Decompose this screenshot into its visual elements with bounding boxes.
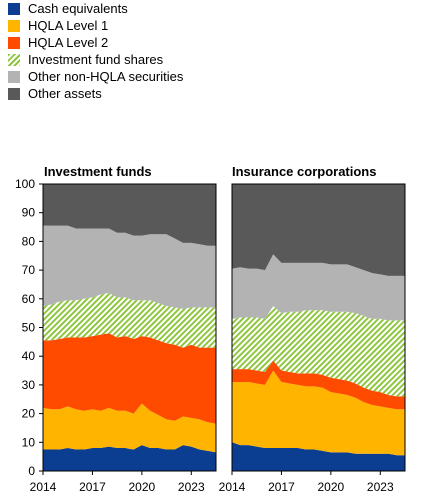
area-hqla-level-1 bbox=[43, 403, 216, 453]
x-tick-label: 2014 bbox=[219, 480, 246, 494]
y-tick-label: 30 bbox=[22, 378, 36, 392]
y-tick-label: 90 bbox=[22, 206, 36, 220]
area-hqla-level-1 bbox=[232, 370, 405, 456]
x-tick-label: 2017 bbox=[268, 480, 295, 494]
legend-swatch-investment-fund-shares bbox=[8, 54, 20, 66]
y-tick-label: 100 bbox=[15, 177, 35, 191]
y-tick-label: 40 bbox=[22, 349, 36, 363]
area-cash-equivalents bbox=[43, 445, 216, 471]
x-tick-label: 2014 bbox=[30, 480, 57, 494]
panel-investment-funds: Investment funds 0 10 20 30 40 50 60 70 80 90 100 2… bbox=[15, 164, 217, 494]
area-other-non-hqla-securities bbox=[43, 225, 216, 309]
legend-label: HQLA Level 2 bbox=[28, 35, 109, 50]
y-tick-label: 70 bbox=[22, 263, 36, 277]
area-other-assets bbox=[232, 184, 405, 276]
y-tick-label: 50 bbox=[22, 321, 36, 335]
area-investment-fund-shares bbox=[232, 305, 405, 397]
area-hqla-level-2 bbox=[43, 333, 216, 424]
legend-label: Other assets bbox=[28, 86, 102, 101]
x-tick-label: 2023 bbox=[367, 480, 394, 494]
area-other-non-hqla-securities bbox=[232, 254, 405, 321]
x-tick-label: 2020 bbox=[129, 480, 156, 494]
plot-frame bbox=[231, 183, 406, 472]
x-tick-label: 2017 bbox=[79, 480, 106, 494]
area-hqla-level-2 bbox=[232, 360, 405, 410]
legend-label: Investment fund shares bbox=[28, 52, 164, 67]
y-tick-label: 20 bbox=[22, 407, 36, 421]
legend-label: Cash equivalents bbox=[28, 1, 128, 16]
x-tick-label: 2023 bbox=[178, 480, 205, 494]
legend-label: Other non-HQLA securities bbox=[28, 69, 184, 84]
y-tick-label: 60 bbox=[22, 292, 36, 306]
y-tick-label: 0 bbox=[28, 464, 35, 478]
panel-title-investment-funds: Investment funds bbox=[44, 164, 152, 179]
legend-label: HQLA Level 1 bbox=[28, 18, 109, 33]
legend-swatch-other-non-hqla-securities bbox=[8, 71, 20, 83]
area-other-assets bbox=[43, 184, 216, 246]
panel-title-insurance-corporations: Insurance corporations bbox=[232, 164, 376, 179]
panel-insurance-corporations: Insurance corporations 2014 2017 2020 2023 bbox=[219, 164, 406, 494]
legend-swatch-hqla-level-2 bbox=[8, 37, 20, 49]
legend-swatch-hqla-level-1 bbox=[8, 20, 20, 32]
legend-swatch-cash-equivalents bbox=[8, 3, 20, 15]
area-investment-fund-shares bbox=[43, 293, 216, 348]
legend-swatch-other-assets bbox=[8, 88, 20, 100]
area-cash-equivalents bbox=[232, 442, 405, 471]
y-tick-label: 80 bbox=[22, 234, 36, 248]
x-tick-label: 2020 bbox=[318, 480, 345, 494]
y-tick-label: 10 bbox=[22, 435, 36, 449]
